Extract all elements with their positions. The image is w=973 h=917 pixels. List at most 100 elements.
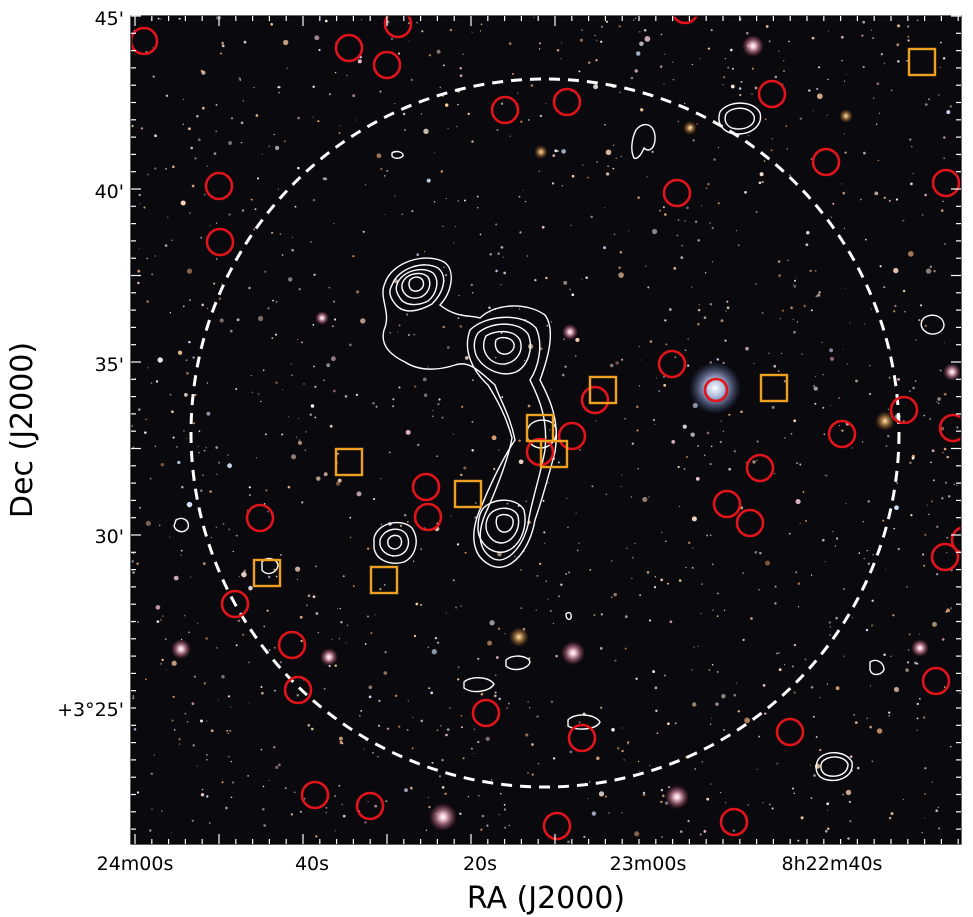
star [520, 607, 523, 609]
star [814, 375, 817, 378]
star [180, 554, 182, 556]
star [764, 560, 771, 566]
star [242, 633, 245, 636]
star [594, 34, 596, 37]
bright-star [509, 627, 529, 647]
star [762, 802, 764, 804]
star [186, 720, 189, 723]
star [789, 174, 791, 176]
star [406, 313, 409, 316]
star [696, 123, 698, 125]
star [677, 219, 680, 221]
star [460, 714, 463, 717]
star [725, 310, 727, 312]
star [164, 244, 168, 247]
star [227, 732, 229, 734]
star [653, 586, 657, 589]
star [754, 86, 758, 90]
star [530, 84, 534, 87]
star [495, 674, 497, 676]
star [818, 291, 821, 294]
star [604, 795, 607, 798]
star [132, 697, 135, 700]
star [829, 626, 831, 628]
star [792, 284, 795, 286]
star [810, 797, 813, 799]
star [667, 582, 669, 585]
star [372, 752, 374, 754]
bright-star [875, 411, 895, 431]
star [275, 300, 278, 303]
star [262, 808, 265, 811]
star [519, 231, 522, 234]
star [437, 402, 440, 406]
star [758, 735, 761, 738]
star [781, 309, 784, 312]
star [893, 686, 900, 693]
star [587, 176, 589, 179]
star [375, 405, 378, 408]
galaxy-circle-marker [131, 26, 159, 56]
star [255, 114, 259, 117]
contour-small [173, 517, 190, 533]
star [797, 582, 801, 585]
axes-frame [130, 15, 962, 845]
star [545, 276, 548, 280]
star [171, 660, 177, 666]
star [672, 78, 675, 81]
star [202, 562, 206, 565]
star [924, 793, 926, 795]
star [372, 497, 376, 501]
star [566, 497, 568, 499]
star [421, 30, 424, 33]
star [924, 767, 927, 770]
star [615, 157, 618, 160]
star [932, 621, 937, 627]
star [436, 49, 441, 54]
star [699, 58, 701, 60]
star [497, 551, 502, 557]
star [697, 308, 701, 312]
star [364, 821, 367, 824]
star [370, 632, 373, 635]
star [727, 66, 730, 69]
star [567, 526, 569, 529]
galaxy-circle-marker [490, 95, 520, 125]
star [416, 443, 420, 447]
star [704, 272, 707, 274]
star [724, 802, 727, 804]
star [593, 84, 599, 90]
star [684, 102, 686, 105]
star [640, 108, 644, 112]
cluster-member-square-marker [539, 439, 569, 469]
star [871, 599, 874, 603]
star [611, 727, 615, 732]
star [692, 547, 694, 549]
star [624, 647, 627, 650]
star [883, 653, 886, 657]
star [761, 180, 764, 184]
star [793, 330, 796, 334]
star [251, 391, 254, 393]
star [642, 496, 648, 502]
star [338, 736, 343, 741]
star [585, 276, 589, 280]
contour-compact-source [373, 521, 417, 564]
star [427, 366, 429, 368]
star [738, 244, 740, 246]
star [860, 198, 862, 201]
star [793, 285, 797, 288]
star [894, 505, 899, 511]
galaxy-circle-marker [811, 147, 841, 177]
star [621, 749, 624, 753]
star [877, 159, 880, 162]
star [215, 103, 218, 106]
star [288, 416, 290, 418]
star [291, 248, 294, 252]
star [587, 798, 589, 800]
star [504, 633, 506, 635]
star [426, 178, 431, 183]
star [723, 76, 726, 79]
star [717, 592, 719, 595]
star [411, 210, 414, 213]
